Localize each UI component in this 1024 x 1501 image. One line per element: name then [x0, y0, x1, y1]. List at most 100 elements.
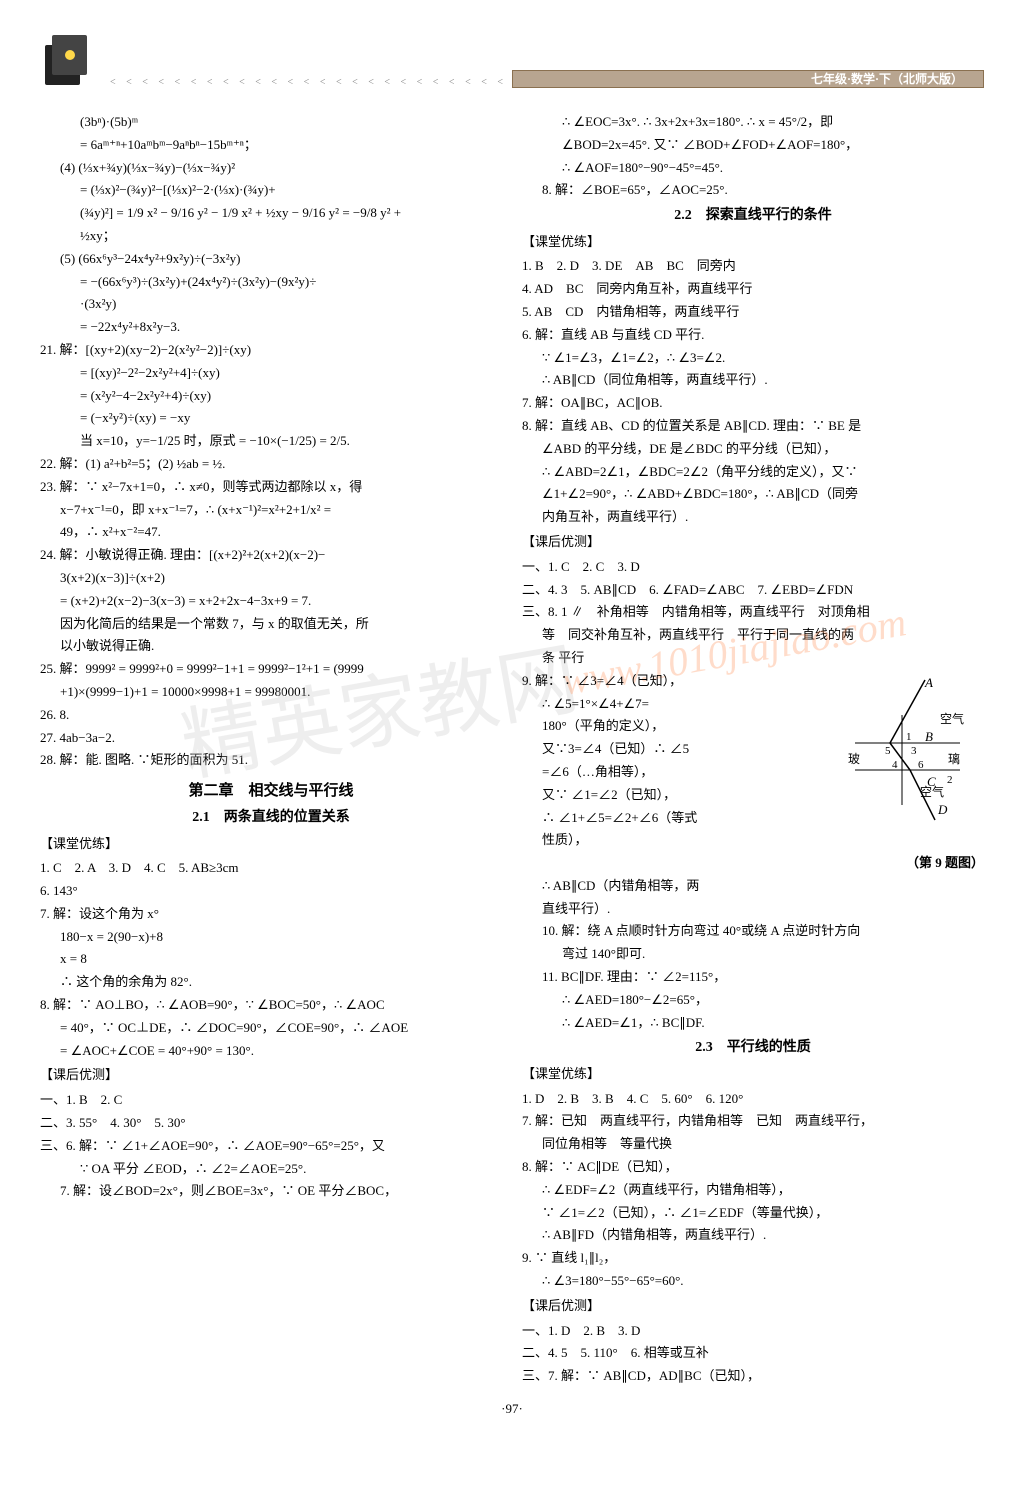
math-line: 3(x+2)(x−3)]÷(x+2) [40, 568, 502, 589]
math-line: 因为化简后的结果是一个常数 7，与 x 的取值无关，所 [40, 614, 502, 635]
content-columns: (3bⁿ)·(5b)ᵐ = 6aᵐ⁺ⁿ+10aᵐbᵐ−9aⁿbⁿ−15bᵐ⁺ⁿ；… [40, 110, 984, 1389]
right-column: ∴ ∠EOC=3x°. ∴ 3x+2x+3x=180°. ∴ x = 45°/2… [522, 110, 984, 1389]
diagram-label-2: 2 [947, 772, 953, 790]
answer-line: 三、8. 1 ∥ 补角相等 内错角相等，两直线平行 对顶角相 [522, 602, 984, 623]
math-line: ½xy； [40, 226, 502, 247]
left-column: (3bⁿ)·(5b)ᵐ = 6aᵐ⁺ⁿ+10aᵐbᵐ−9aⁿbⁿ−15bᵐ⁺ⁿ；… [40, 110, 502, 1389]
answer-line: 一、1. D 2. B 3. D [522, 1321, 984, 1342]
ketang-title: 【课堂优练】 [40, 834, 502, 855]
answer-line: ∴ 这个角的余角为 82°. [40, 972, 502, 993]
math-line: ∴ ∠AOF=180°−90°−45°=45°. [522, 158, 984, 179]
math-line: 当 x=10，y=−1/25 时，原式 = −10×(−1/25) = 2/5. [40, 431, 502, 452]
page-number: ·97· [40, 1399, 984, 1420]
answer-line: 7. 解：设这个角为 x° [40, 904, 502, 925]
math-line: = 6aᵐ⁺ⁿ+10aᵐbᵐ−9aⁿbⁿ−15bᵐ⁺ⁿ； [40, 135, 502, 156]
math-line: = (x+2)+2(x−2)−3(x−3) = x+2+2x−4−3x+9 = … [40, 591, 502, 612]
math-line: 49，∴ x²+x⁻²=47. [40, 522, 502, 543]
math-line: ∠BOD=2x=45°. 又∵ ∠BOD+∠FOD+∠AOF=180°， [522, 135, 984, 156]
math-line: (4) (⅓x+¾y)(⅓x−¾y)−(⅓x−¾y)² [40, 158, 502, 179]
answer-line: ∴ AB∥FD（内错角相等，两直线平行）. [522, 1225, 984, 1246]
diagram-label-kongqi: 空气 [940, 710, 964, 729]
answer-line: ∴ ∠ABD=2∠1，∠BDC=2∠2（角平分线的定义），又∵ [522, 462, 984, 483]
answer-line: 8. 解：直线 AB、CD 的位置关系是 AB∥CD. 理由：∵ BE 是 [522, 416, 984, 437]
answer-line: ∴ ∠3=180°−55°−65°=60°. [522, 1271, 984, 1292]
header-banner: 七年级·数学·下（北师大版） [512, 70, 984, 88]
answer-line: ∴ AB∥CD（同位角相等，两直线平行）. [522, 370, 984, 391]
math-line: = (−x²y²)÷(xy) = −xy [40, 408, 502, 429]
math-line: = −(66x⁶y³)÷(3x²y)+(24x⁴y²)÷(3x²y)−(9x²y… [40, 272, 502, 293]
answer-line: = 40°，∵ OC⊥DE，∴ ∠DOC=90°，∠COE=90°，∴ ∠AOE [40, 1018, 502, 1039]
kehou-title: 【课后优测】 [522, 532, 984, 553]
answer-line: 同位角相等 等量代换 [522, 1134, 984, 1155]
book-icon [40, 30, 100, 90]
answer-line: 7. 解：已知 两直线平行，内错角相等 已知 两直线平行， [522, 1111, 984, 1132]
section-2-3-title: 2.3 平行线的性质 [522, 1037, 984, 1059]
answer-line: 1. B 2. D 3. DE AB BC 同旁内 [522, 256, 984, 277]
problem-9-diagram: A 空气 B 1 5 3 玻 璃 4 6 C 2 空气 D [830, 675, 980, 825]
answer-line: 4. AD BC 同旁内角互补，两直线平行 [522, 279, 984, 300]
answer-line: 性质）， [522, 830, 984, 851]
diagram-label-d: D [938, 800, 947, 821]
answer-line: = ∠AOC+∠COE = 40°+90° = 130°. [40, 1041, 502, 1062]
math-line: 25. 解：9999² = 9999²+0 = 9999²−1+1 = 9999… [40, 659, 502, 680]
math-line: 21. 解：[(xy+2)(xy−2)−2(x²y²−2)]÷(xy) [40, 340, 502, 361]
diagram-label-li: 璃 [948, 750, 960, 769]
ketang-title: 【课堂优练】 [522, 1064, 984, 1085]
math-line: ∴ ∠EOC=3x°. ∴ 3x+2x+3x=180°. ∴ x = 45°/2… [522, 112, 984, 133]
diagram-label-bo: 玻 [848, 750, 860, 769]
math-line: 27. 4ab−3a−2. [40, 728, 502, 749]
answer-line: ∠1+∠2=90°，∴ ∠ABD+∠BDC=180°，∴ AB∥CD（同旁 [522, 484, 984, 505]
math-line: (¾y)²] = 1/9 x² − 9/16 y² − 1/9 x² + ½xy… [40, 203, 502, 224]
answer-line: 6. 143° [40, 881, 502, 902]
page-container: < < < < < < < < < < < < < < < < < < < < … [0, 0, 1024, 1440]
answer-line: 一、1. C 2. C 3. D [522, 557, 984, 578]
diagram-label-3: 3 [911, 743, 917, 761]
answer-line: 直线平行）. [522, 899, 984, 920]
answer-line: 5. AB CD 内错角相等，两直线平行 [522, 302, 984, 323]
ketang-title: 【课堂优练】 [522, 232, 984, 253]
answer-line: 一、1. B 2. C [40, 1090, 502, 1111]
math-line: 26. 8. [40, 705, 502, 726]
answer-line: ∴ ∠EDF=∠2（两直线平行，内错角相等）， [522, 1180, 984, 1201]
math-line: ·(3x²y) [40, 294, 502, 315]
answer-line: 10. 解：绕 A 点顺时针方向弯过 40°或绕 A 点逆时针方向 [522, 921, 984, 942]
math-line: = (x²y²−4−2x²y²+4)÷(xy) [40, 386, 502, 407]
answer-line: 7. 解：OA∥BC，AC∥OB. [522, 393, 984, 414]
diagram-label-5: 5 [885, 743, 891, 761]
math-line: 28. 解：能. 图略. ∵矩形的面积为 51. [40, 750, 502, 771]
answer-line: ∴ ∠AED=∠1，∴ BC∥DF. [522, 1013, 984, 1034]
answer-line: x = 8 [40, 949, 502, 970]
answer-line: 二、4. 3 5. AB∥CD 6. ∠FAD=∠ABC 7. ∠EBD=∠FD… [522, 580, 984, 601]
answer-line: 6. 解：直线 AB 与直线 CD 平行. [522, 325, 984, 346]
chapter-title: 第二章 相交线与平行线 [40, 779, 502, 803]
math-line: 23. 解：∵ x²−7x+1=0，∴ x≠0，则等式两边都除以 x，得 [40, 477, 502, 498]
answer-line: 180−x = 2(90−x)+8 [40, 927, 502, 948]
answer-line: 1. C 2. A 3. D 4. C 5. AB≥3cm [40, 858, 502, 879]
answer-line: 内角互补，两直线平行）. [522, 507, 984, 528]
answer-line: ∴ ∠AED=180°−∠2=65°， [522, 990, 984, 1011]
diagram-label-6: 6 [918, 757, 924, 775]
answer-line: 9. ∵ 直线 l₁∥l₂， [522, 1248, 984, 1269]
math-line: = (⅓x)²−(¾y)²−[(⅓x)²−2·(⅓x)·(¾y)+ [40, 180, 502, 201]
kehou-title: 【课后优测】 [40, 1065, 502, 1086]
answer-line: 三、7. 解：∵ AB∥CD，AD∥BC（已知）， [522, 1366, 984, 1387]
kehou-title: 【课后优测】 [522, 1296, 984, 1317]
answer-line: 二、3. 55° 4. 30° 5. 30° [40, 1113, 502, 1134]
answer-line: ∴ AB∥CD（内错角相等，两 [522, 876, 984, 897]
math-line: +1)×(9999−1)+1 = 10000×9998+1 = 99980001… [40, 682, 502, 703]
diagram-label-b: B [925, 727, 933, 748]
answer-line: ∵ OA 平分 ∠EOD，∴ ∠2=∠AOE=25°. [40, 1159, 502, 1180]
header-banner-text: 七年级·数学·下（北师大版） [811, 70, 963, 89]
math-line: = −22x⁴y²+8x²y−3. [40, 317, 502, 338]
answer-line: 7. 解：设∠BOD=2x°，则∠BOE=3x°，∵ OE 平分∠BOC， [40, 1181, 502, 1202]
answer-line: 8. 解：∵ AC∥DE（已知）， [522, 1157, 984, 1178]
answer-line: 11. BC∥DF. 理由：∵ ∠2=115°， [522, 967, 984, 988]
diagram-label-4: 4 [892, 757, 898, 775]
math-line: 24. 解：小敏说得正确. 理由：[(x+2)²+2(x+2)(x−2)− [40, 545, 502, 566]
answer-line: 8. 解：∵ AO⊥BO，∴ ∠AOB=90°，∵ ∠BOC=50°，∴ ∠AO… [40, 995, 502, 1016]
math-line: 22. 解：(1) a²+b²=5；(2) ½ab = ½. [40, 454, 502, 475]
math-line: = [(xy)²−2²−2x²y²+4]÷(xy) [40, 363, 502, 384]
diagram-caption: （第 9 题图） [522, 853, 984, 874]
math-line: 8. 解：∠BOE=65°，∠AOC=25°. [522, 180, 984, 201]
math-line: (3bⁿ)·(5b)ᵐ [40, 112, 502, 133]
